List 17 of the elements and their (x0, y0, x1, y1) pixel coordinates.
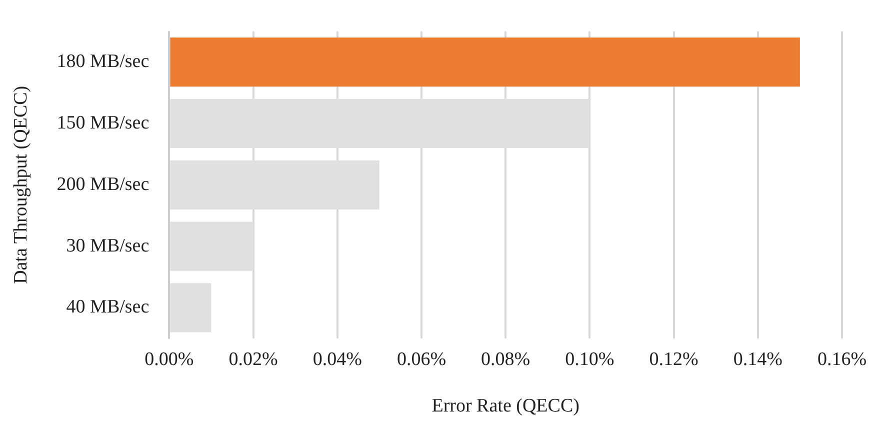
y-tick-label: 150 MB/sec (56, 112, 150, 134)
x-tick-label: 0.02% (228, 348, 278, 370)
x-tick-label: 0.06% (396, 348, 446, 370)
x-tick-label: 0.16% (817, 348, 867, 370)
y-tick-label: 40 MB/sec (66, 296, 150, 318)
y-axis-title: Data Throughput (QECC) (10, 86, 32, 284)
x-tick-label: 0.14% (733, 348, 783, 370)
y-tick-label: 30 MB/sec (66, 235, 150, 256)
x-axis-title: Error Rate (QECC) (432, 396, 580, 417)
y-tick-label: 200 MB/sec (56, 174, 150, 195)
y-tick-label: 180 MB/sec (56, 51, 150, 72)
x-tick-label: 0.10% (565, 348, 614, 370)
x-tick-label: 0.12% (649, 348, 698, 370)
x-tick-label: 0.00% (144, 348, 194, 370)
bar (170, 38, 800, 87)
x-tick-label: 0.08% (481, 348, 530, 370)
x-tick-label: 0.04% (312, 348, 362, 370)
